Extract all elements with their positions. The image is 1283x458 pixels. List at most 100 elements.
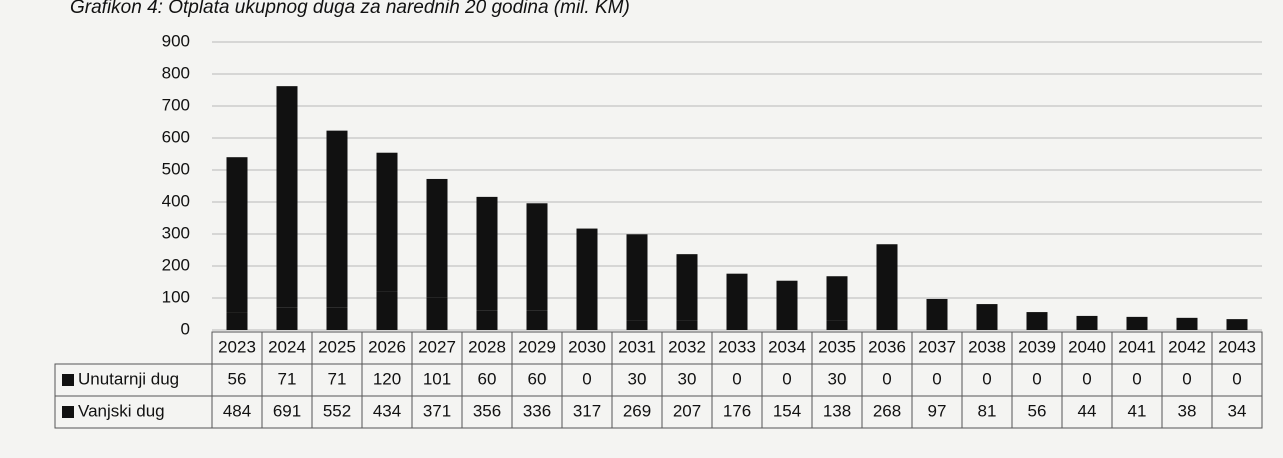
- x-tick-label: 2040: [1068, 337, 1106, 356]
- bar-segment: [876, 244, 898, 330]
- x-tick-label: 2043: [1218, 337, 1256, 356]
- x-tick-label: 2031: [618, 337, 656, 356]
- bar-segment: [476, 196, 498, 311]
- legend-swatch: [62, 406, 74, 418]
- x-tick-label: 2027: [418, 337, 456, 356]
- table-value: 120: [373, 369, 401, 388]
- bar-segment: [826, 320, 848, 330]
- x-tick-label: 2037: [918, 337, 956, 356]
- table-value: 138: [823, 401, 851, 420]
- x-tick-label: 2029: [518, 337, 556, 356]
- table-value: 0: [1132, 369, 1141, 388]
- x-tick-label: 2042: [1168, 337, 1206, 356]
- y-tick-label: 900: [162, 31, 190, 50]
- table-value: 44: [1078, 401, 1097, 420]
- bar-segment: [426, 178, 448, 298]
- table-value: 269: [623, 401, 651, 420]
- chart-title: Grafikon 4: Otplata ukupnog duga za nare…: [70, 0, 630, 18]
- table-value: 552: [323, 401, 351, 420]
- y-tick-label: 600: [162, 127, 190, 146]
- table-value: 0: [982, 369, 991, 388]
- x-tick-label: 2038: [968, 337, 1006, 356]
- table-value: 60: [528, 369, 547, 388]
- bar-segment: [526, 203, 548, 311]
- x-tick-label: 2033: [718, 337, 756, 356]
- x-tick-label: 2030: [568, 337, 606, 356]
- bar-segment: [326, 307, 348, 330]
- table-value: 434: [373, 401, 401, 420]
- table-value: 56: [228, 369, 247, 388]
- table-value: 60: [478, 369, 497, 388]
- legend-swatch: [62, 374, 74, 386]
- table-value: 0: [1232, 369, 1241, 388]
- x-tick-label: 2032: [668, 337, 706, 356]
- table-value: 336: [523, 401, 551, 420]
- bar-segment: [226, 312, 248, 330]
- bar-segment: [1026, 312, 1048, 330]
- bar-segment: [576, 228, 598, 330]
- table-value: 317: [573, 401, 601, 420]
- bar-segment: [376, 152, 398, 292]
- table-value: 71: [328, 369, 347, 388]
- x-tick-label: 2025: [318, 337, 356, 356]
- y-tick-label: 700: [162, 95, 190, 114]
- bar-segment: [776, 280, 798, 330]
- table-value: 0: [732, 369, 741, 388]
- table-value: 0: [1082, 369, 1091, 388]
- bar-segment: [376, 291, 398, 330]
- table-value: 207: [673, 401, 701, 420]
- legend-label: Vanjski dug: [78, 401, 165, 420]
- table-value: 0: [882, 369, 891, 388]
- table-value: 484: [223, 401, 251, 420]
- y-tick-label: 200: [162, 255, 190, 274]
- table-value: 34: [1228, 401, 1247, 420]
- bar-segment: [276, 307, 298, 330]
- y-tick-label: 500: [162, 159, 190, 178]
- y-tick-label: 0: [181, 319, 190, 338]
- bar-segment: [426, 297, 448, 330]
- table-value: 0: [782, 369, 791, 388]
- table-value: 268: [873, 401, 901, 420]
- table-value: 371: [423, 401, 451, 420]
- x-tick-label: 2026: [368, 337, 406, 356]
- table-value: 0: [582, 369, 591, 388]
- x-tick-label: 2034: [768, 337, 806, 356]
- table-value: 691: [273, 401, 301, 420]
- bar-segment: [626, 234, 648, 321]
- table-value: 154: [773, 401, 801, 420]
- x-tick-label: 2023: [218, 337, 256, 356]
- y-tick-label: 800: [162, 63, 190, 82]
- bar-segment: [1076, 315, 1098, 330]
- table-value: 0: [1182, 369, 1191, 388]
- table-value: 97: [928, 401, 947, 420]
- table-value: 101: [423, 369, 451, 388]
- y-tick-label: 400: [162, 191, 190, 210]
- bar-segment: [926, 298, 948, 330]
- bar-segment: [526, 310, 548, 330]
- bar-segment: [976, 304, 998, 330]
- table-value: 0: [1032, 369, 1041, 388]
- table-value: 176: [723, 401, 751, 420]
- table-value: 30: [828, 369, 847, 388]
- x-tick-label: 2024: [268, 337, 306, 356]
- x-tick-label: 2039: [1018, 337, 1056, 356]
- table-value: 56: [1028, 401, 1047, 420]
- bar-segment: [826, 276, 848, 321]
- bar-segment: [326, 130, 348, 308]
- bar-segment: [676, 320, 698, 330]
- table-value: 38: [1178, 401, 1197, 420]
- bar-segment: [726, 273, 748, 330]
- bar-segment: [1226, 319, 1248, 330]
- bar-segment: [226, 157, 248, 313]
- table-cell: [1211, 395, 1263, 429]
- x-tick-label: 2036: [868, 337, 906, 356]
- bar-segment: [1176, 317, 1198, 330]
- legend-label: Unutarnji dug: [78, 369, 179, 388]
- table-value: 356: [473, 401, 501, 420]
- x-tick-label: 2041: [1118, 337, 1156, 356]
- bar-segment: [626, 320, 648, 330]
- table-value: 81: [978, 401, 997, 420]
- table-value: 30: [678, 369, 697, 388]
- y-tick-label: 300: [162, 223, 190, 242]
